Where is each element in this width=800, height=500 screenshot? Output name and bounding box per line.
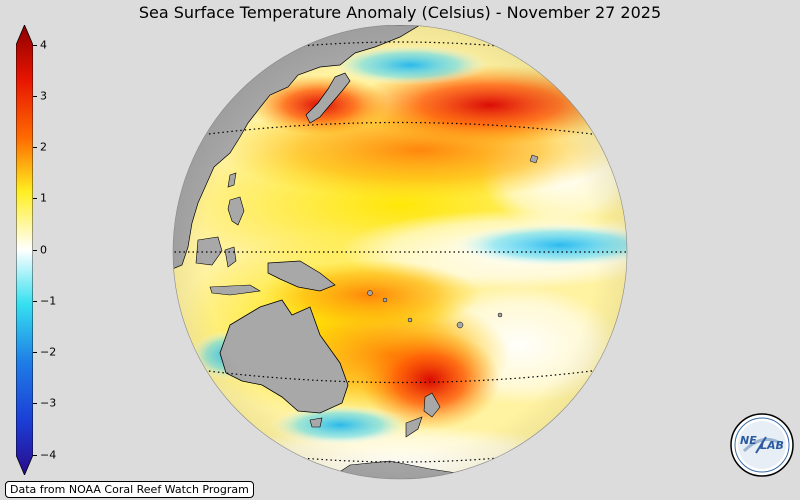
- tick-mark: [33, 198, 37, 199]
- colorbar: [16, 25, 33, 475]
- colorbar-tick-label: 3: [40, 89, 47, 103]
- colorbar-tick-label: 0: [40, 243, 47, 257]
- globe-map: [172, 25, 628, 480]
- tick-mark: [33, 45, 37, 46]
- tick-mark: [33, 352, 37, 353]
- tick-mark: [33, 455, 37, 456]
- tick-mark: [33, 403, 37, 404]
- tick-mark: [33, 301, 37, 302]
- logo-text-left: NE: [740, 434, 757, 447]
- tick-mark: [33, 147, 37, 148]
- colorbar-tick-label: −4: [40, 448, 57, 462]
- logo-text-right: LAB: [760, 439, 784, 452]
- colorbar-tick-label: 1: [40, 191, 47, 205]
- tick-mark: [33, 250, 37, 251]
- colorbar-tick-label: 2: [40, 140, 47, 154]
- colorbar-tick-label: −2: [40, 345, 57, 359]
- colorbar-tick-label: 4: [40, 38, 47, 52]
- nexlab-logo: NE LAB: [730, 413, 794, 477]
- tick-mark: [33, 96, 37, 97]
- colorbar-tick-label: −1: [40, 294, 57, 308]
- colorbar-tick-label: −3: [40, 396, 57, 410]
- map-title: Sea Surface Temperature Anomaly (Celsius…: [138, 3, 662, 22]
- data-credit: Data from NOAA Coral Reef Watch Program: [5, 481, 254, 498]
